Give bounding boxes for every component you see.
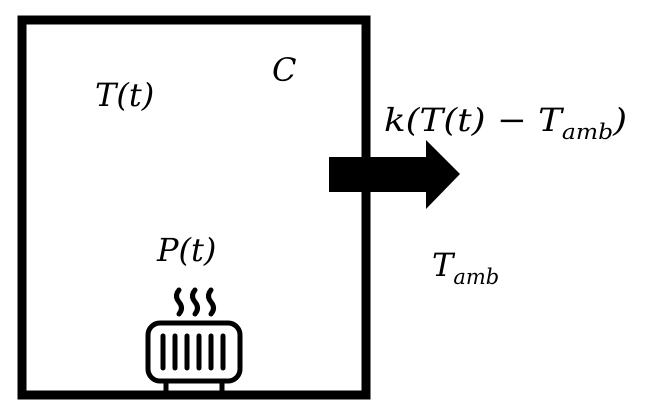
ambient-temperature-label: Tamb xyxy=(432,246,499,289)
capacity-label: C xyxy=(272,51,296,89)
ambient-base: T xyxy=(432,246,456,284)
heat-flux-suffix: ) xyxy=(612,101,627,139)
radiator-heater-icon xyxy=(145,287,243,394)
heat-flux-subscript: amb xyxy=(562,120,613,144)
heat-flow-arrow-icon xyxy=(329,140,460,209)
ambient-subscript: amb xyxy=(453,265,499,289)
temperature-label: T(t) xyxy=(95,76,154,114)
power-label: P(t) xyxy=(156,231,216,269)
heat-flux-prefix: k(T(t) − T xyxy=(384,101,565,139)
room-wall xyxy=(17,15,371,400)
